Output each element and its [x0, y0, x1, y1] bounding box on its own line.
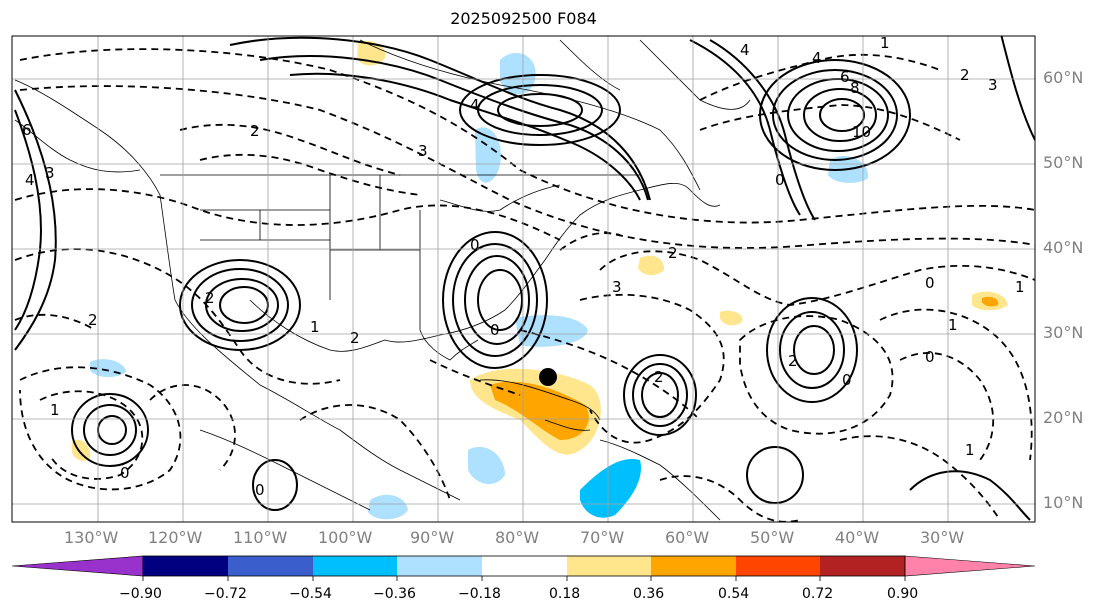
latitude-label: 30°N	[1043, 323, 1084, 342]
contour-label: 1	[50, 401, 60, 419]
contour-label: 6	[840, 68, 850, 86]
colorbar-segment	[228, 556, 313, 576]
hurricane-center-marker	[539, 368, 557, 386]
contour-label: 3	[612, 278, 622, 296]
longitude-label: 30°W	[920, 528, 965, 547]
latitude-label: 40°N	[1043, 238, 1084, 257]
colorbar-segment	[482, 556, 567, 576]
high-southeast-us	[442, 231, 548, 369]
contour-label: 1	[310, 318, 320, 336]
contour-label: 0	[490, 321, 500, 339]
longitude-label: 110°W	[233, 528, 288, 547]
contour-label: 0	[470, 236, 480, 254]
high-caribbean	[623, 354, 697, 436]
latitude-label: 60°N	[1043, 68, 1084, 87]
contour-label: 2	[350, 329, 360, 347]
warm-core	[982, 296, 999, 307]
high-mid-atlantic	[766, 297, 858, 403]
colorbar-tick-label: −0.54	[289, 586, 332, 602]
cool-shading	[580, 459, 641, 518]
colorbar-segment	[143, 556, 228, 576]
contour-label: 4	[25, 171, 35, 189]
colorbar-segment	[313, 556, 397, 576]
high-northeast	[459, 74, 621, 146]
contour-label: 2	[250, 122, 260, 140]
longitude-label: 100°W	[318, 528, 373, 547]
cool-shading	[500, 52, 536, 95]
colorbar-segment	[397, 556, 482, 576]
contour-label: 10	[852, 123, 871, 141]
longitude-label: 40°W	[835, 528, 880, 547]
gridlines	[12, 36, 1035, 522]
weather-map: 2 3 4 6 8 10 0 1 2 3 4 4 6 4 3 2 0 0 1 2…	[11, 34, 1036, 523]
colorbar-extend-high	[904, 555, 1036, 577]
high-southwest-us	[179, 259, 301, 351]
contour-label: 2	[654, 368, 664, 386]
anticyclone-north-atlantic	[759, 59, 911, 171]
colorbar-segment	[820, 556, 905, 576]
contour-label: 8	[850, 79, 860, 97]
map-title: 2025092500 F084	[450, 9, 597, 28]
dashed-contours	[14, 48, 1035, 522]
shaded-fields	[72, 40, 1008, 520]
longitude-label: 130°W	[64, 528, 119, 547]
warm-shading	[72, 439, 91, 461]
longitude-label: 120°W	[148, 528, 203, 547]
contour-label: 3	[45, 164, 55, 182]
contour-label: 2	[960, 66, 970, 84]
warm-shading	[720, 310, 743, 326]
contour-label: 3	[988, 76, 998, 94]
contour-label: 4	[740, 41, 750, 59]
cool-shading	[368, 494, 408, 520]
longitude-label: 70°W	[580, 528, 625, 547]
high-east-pacific	[71, 393, 149, 467]
contour-label: 2	[788, 352, 798, 370]
latitude-label: 10°N	[1043, 493, 1084, 512]
longitude-label: 60°W	[665, 528, 710, 547]
contour-label: 0	[925, 348, 935, 366]
contour-label: 0	[255, 481, 265, 499]
contour-label: 0	[120, 464, 130, 482]
colorbar-extend-low	[11, 555, 144, 577]
contour-label: 1	[948, 316, 958, 334]
latitude-label: 20°N	[1043, 408, 1084, 427]
contour-label: 1	[1015, 278, 1025, 296]
contour-label: 0	[925, 274, 935, 292]
warm-shading	[638, 255, 665, 276]
colorbar	[11, 555, 1036, 581]
contour-labels: 2 3 4 6 8 10 0 1 2 3 4 4 6 4 3 2 0 0 1 2…	[22, 34, 1025, 499]
colorbar-segment	[651, 556, 736, 576]
contour-label: 2	[668, 244, 678, 262]
longitude-label: 90°W	[410, 528, 455, 547]
colorbar-tick-label: −0.90	[119, 586, 162, 602]
colorbar-segment	[567, 556, 651, 576]
contour-label: 1	[880, 34, 890, 52]
map-frame	[11, 35, 1036, 523]
colorbar-segment	[736, 556, 820, 576]
contour-label: 0	[842, 371, 852, 389]
colorbar-tick-label: 0.18	[549, 586, 581, 602]
colorbar-tick-label: 0.72	[802, 586, 834, 602]
contour-label: 2	[88, 311, 98, 329]
coastlines	[14, 39, 751, 521]
longitude-label: 80°W	[495, 528, 540, 547]
colorbar-tick-label: 0.54	[718, 586, 750, 602]
contour-label: 4	[470, 96, 480, 114]
contour-label: 4	[812, 49, 822, 67]
colorbar-tick-label: −0.72	[204, 586, 247, 602]
colorbar-tick-label: 0.90	[887, 586, 919, 602]
warm-core	[490, 381, 589, 440]
longitude-label: 50°W	[750, 528, 795, 547]
colorbar-tick-label: −0.36	[373, 586, 416, 602]
cool-shading	[468, 446, 505, 485]
colorbar-tick-label: −0.18	[458, 586, 501, 602]
latitude-label: 50°N	[1043, 153, 1084, 172]
colorbar-tick-label: 0.36	[633, 586, 665, 602]
contour-label: 6	[22, 121, 32, 139]
contour-label: 0	[775, 171, 785, 189]
contour-label: 3	[418, 142, 428, 160]
contour-label: 1	[965, 441, 975, 459]
contour-label: 2	[205, 289, 215, 307]
